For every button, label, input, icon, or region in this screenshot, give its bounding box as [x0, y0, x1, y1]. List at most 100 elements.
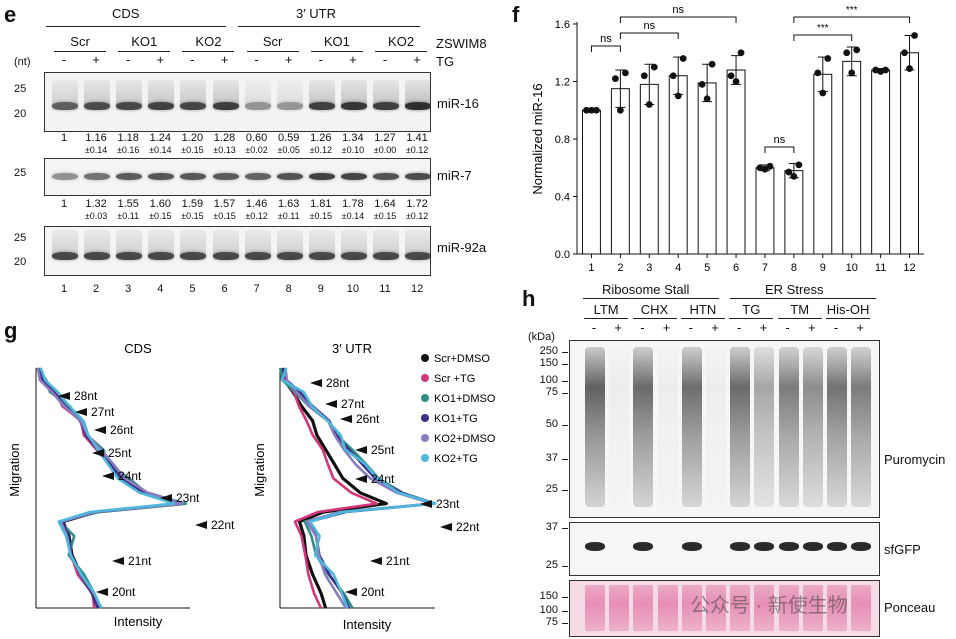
mir16-value: 1.28	[213, 132, 236, 144]
gel-band	[116, 252, 143, 260]
nt-marker-label: 25nt	[108, 446, 132, 460]
ponceau-lane	[633, 585, 654, 631]
lane-number: 8	[285, 283, 292, 295]
gel-band	[180, 173, 207, 180]
mir7-value: 1.59	[181, 198, 204, 210]
h-condition-underline	[680, 318, 725, 319]
mir16-marker-25: 25	[14, 83, 27, 95]
mir7-error: ±0.15	[373, 211, 397, 221]
h-treatment-sign: -	[591, 320, 597, 335]
ribosome-stall-label: Ribosome Stall	[602, 282, 690, 297]
gel-band	[84, 102, 111, 110]
mir16-error: ±0.12	[309, 145, 333, 155]
nt-marker-label: 20nt	[361, 585, 385, 599]
mir16-value: 1.20	[181, 132, 204, 144]
nt-marker-arrow	[310, 379, 322, 387]
h-treatment-sign: +	[614, 320, 622, 335]
migration-profile-plots: CDS 3′ UTR Intensity Intensity Migration…	[7, 341, 496, 632]
nt-marker-arrow	[340, 415, 352, 423]
bar	[842, 60, 862, 255]
significance-bracket	[764, 146, 795, 153]
mir16-error: ±0.02	[245, 145, 268, 155]
bar	[871, 69, 891, 255]
ponceau-marker-tick	[562, 597, 568, 598]
mir7-value: 1.32	[85, 198, 107, 210]
gel-band	[244, 102, 271, 110]
significance-bracket	[619, 16, 737, 23]
nt-marker-arrow	[75, 408, 87, 416]
gel-smear	[276, 80, 303, 110]
x-tick-label: 3	[646, 262, 652, 274]
panel-h-letter: h	[522, 286, 536, 311]
puromycin-lane	[754, 347, 775, 507]
significance-label: ***	[846, 5, 858, 16]
x-tick-label: 6	[733, 262, 739, 274]
h-treatment-sign: -	[833, 320, 839, 335]
data-point	[650, 63, 658, 71]
condition-underline	[182, 51, 235, 52]
h-treatment-sign: -	[785, 320, 790, 335]
puromycin-blot	[569, 340, 880, 518]
x-tick-label: 2	[617, 262, 623, 274]
data-point	[882, 66, 890, 74]
profile-line-ko1-dmso	[35, 367, 188, 609]
mir7-marker-25: 25	[14, 167, 27, 179]
mir16-value: 0.59	[277, 132, 300, 144]
mir7-error: ±0.11	[117, 211, 140, 221]
nt-marker-label: 22nt	[456, 520, 480, 534]
profile-line-ko2-tg	[39, 367, 176, 609]
h-condition-underline	[729, 318, 774, 319]
mir16-value: 0.60	[245, 132, 268, 144]
sfgfp-band	[681, 542, 702, 551]
h-treatment-sign: -	[688, 320, 693, 335]
nt-marker-arrow	[96, 588, 108, 596]
data-point	[766, 162, 774, 170]
data-point	[853, 46, 861, 54]
gel-band	[405, 173, 430, 180]
gel-band	[84, 173, 111, 180]
data-point	[732, 78, 740, 85]
mir16-error: ±0.12	[405, 145, 429, 155]
mir7-value: 1.81	[310, 198, 332, 210]
sfgfp-band	[802, 542, 823, 551]
data-point	[824, 55, 832, 62]
mir7-value: 1.57	[213, 198, 236, 210]
condition-label: KO2	[195, 34, 222, 49]
condition-label: KO2	[388, 34, 415, 49]
puromycin-marker-tick	[562, 425, 568, 426]
puromycin-marker-tick	[562, 364, 568, 365]
data-point	[669, 72, 677, 80]
kda-label: (kDa)	[528, 331, 555, 343]
h-treatment-sign: +	[808, 320, 816, 335]
nt-marker-label: 21nt	[386, 554, 410, 568]
bar	[755, 167, 775, 255]
mir7-error: ±0.15	[181, 211, 204, 221]
ponceau-lane	[851, 585, 872, 631]
y-tick-label: 0.0	[555, 249, 570, 261]
treatment-sign: -	[126, 52, 131, 67]
profile-ylabel-cds: Migration	[7, 443, 22, 496]
data-point	[674, 92, 682, 100]
x-tick-label: 9	[820, 262, 826, 274]
significance-label: ***	[817, 23, 829, 34]
ponceau-lane	[827, 585, 847, 631]
sfgfp-marker-tick	[562, 528, 568, 529]
puromycin-lane	[802, 347, 823, 507]
ponceau-blot	[569, 580, 880, 637]
nt-marker-arrow	[345, 588, 357, 596]
x-tick-label: 10	[846, 262, 858, 274]
h-condition-underline	[632, 318, 677, 319]
data-point	[848, 69, 856, 77]
mir16-value: 1.34	[342, 132, 364, 144]
significance-label: ns	[600, 33, 612, 45]
gel-band	[244, 173, 271, 180]
sfgfp-band	[778, 542, 799, 551]
sfgfp-blot	[569, 522, 880, 576]
profile-title-utr: 3′ UTR	[332, 341, 372, 356]
nt-marker-label: 22nt	[211, 518, 235, 532]
legend-entry: KO2+DMSO	[434, 433, 496, 445]
puromycin-marker-tick	[562, 490, 568, 491]
h-condition-label: CHX	[640, 302, 669, 317]
mir7-error: ±0.12	[405, 211, 429, 221]
puromycin-lane	[851, 347, 872, 507]
